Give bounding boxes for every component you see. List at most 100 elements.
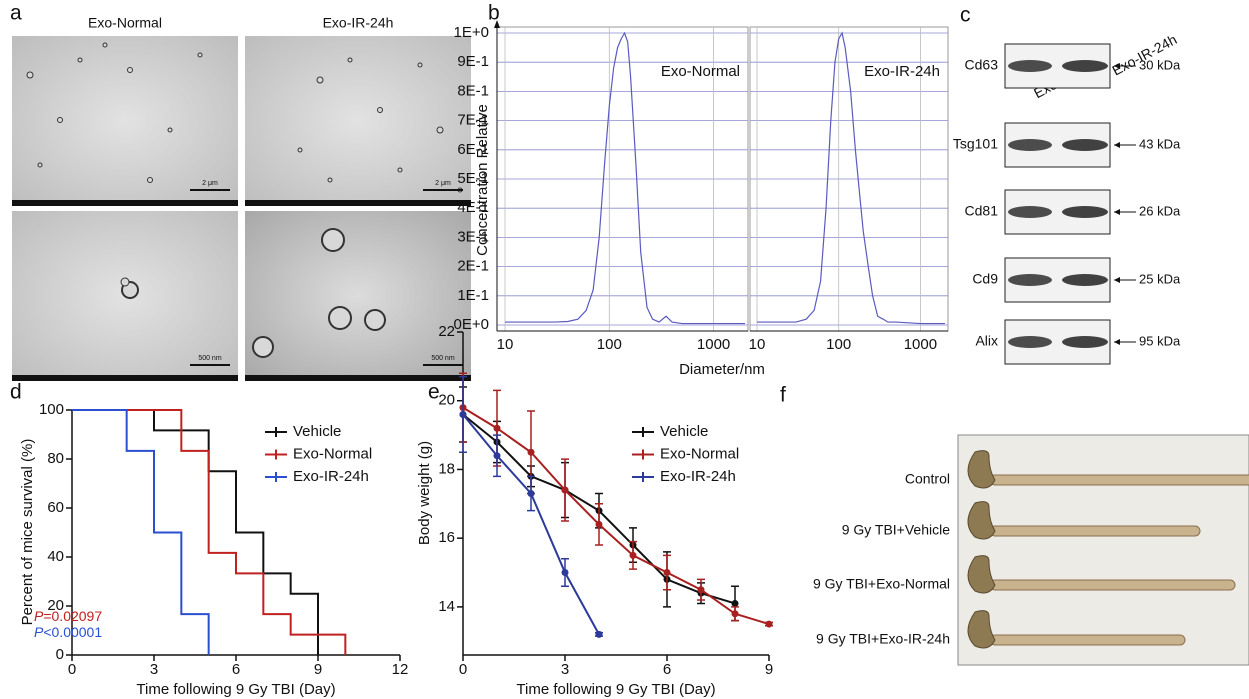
group-label: Control xyxy=(905,471,950,487)
x-tick-label: 6 xyxy=(232,661,240,678)
blot-band xyxy=(1062,139,1108,151)
size-label: 95 kDa xyxy=(1139,333,1181,348)
y-axis-label: Percent of mice survival (%) xyxy=(19,439,36,626)
legend-label: Exo-IR-24h xyxy=(660,468,736,485)
intestine-photo xyxy=(957,434,1249,666)
data-point xyxy=(765,620,773,628)
protein-label: Cd9 xyxy=(972,271,998,287)
group-label: 9 Gy TBI+Vehicle xyxy=(842,522,951,538)
vesicle xyxy=(37,162,43,168)
x-tick-label: 12 xyxy=(392,661,409,678)
data-point xyxy=(527,448,535,456)
vesicle xyxy=(328,306,352,330)
protein-label: Cd63 xyxy=(965,57,999,73)
vesicle xyxy=(147,177,153,183)
annotation: P<0.00001 xyxy=(34,624,102,640)
annotation-text: =0.02097 xyxy=(43,608,102,624)
x-axis-label: Time following 9 Gy TBI (Day) xyxy=(136,681,335,698)
y-tick-label: 5E-1 xyxy=(457,170,489,187)
vesicle xyxy=(197,52,203,58)
x-tick-label: 1000 xyxy=(697,336,730,353)
vesicle xyxy=(436,126,444,134)
survival-curve xyxy=(72,409,347,655)
series-label: Exo-Normal xyxy=(661,63,740,80)
y-tick-label: 22 xyxy=(438,323,455,340)
legend-label: Exo-IR-24h xyxy=(293,468,369,485)
y-tick-label: 80 xyxy=(47,450,64,467)
survival-curve xyxy=(72,409,210,655)
data-point xyxy=(731,599,739,607)
blot-band xyxy=(1008,274,1052,286)
stomach xyxy=(967,501,996,540)
micrograph-title: Exo-IR-24h xyxy=(323,15,394,31)
vesicle xyxy=(57,117,63,123)
chart: 0 20 40 60 80 100 0 3 6 9 12 Percent of mice surviv… xyxy=(19,401,408,698)
y-tick-label: 0 xyxy=(56,646,64,663)
vesicle xyxy=(297,147,303,153)
vesicle xyxy=(252,336,274,358)
x-tick-label: 1000 xyxy=(904,336,937,353)
x-tick-label: 0 xyxy=(459,661,467,678)
scale-bar-label: 500 nm xyxy=(431,355,455,362)
stomach xyxy=(967,555,996,594)
info-strip xyxy=(12,375,238,381)
x-axis-label: Time following 9 Gy TBI (Day) xyxy=(516,681,715,698)
y-tick-label: 9E-1 xyxy=(457,53,489,70)
y-tick-label: 6E-1 xyxy=(457,141,489,158)
x-tick-label: 9 xyxy=(314,661,322,678)
y-tick-label: 18 xyxy=(438,460,455,477)
y-axis-label: Body weight (g) xyxy=(416,441,433,545)
chart: 10 100 1000 Exo-IR-24h xyxy=(749,26,949,353)
legend-label: Vehicle xyxy=(293,423,341,440)
chart: 0E+0 1E-1 2E-1 3E-1 4E-1 5E-1 6E-1 7E-1 8E-1 9E-1… xyxy=(454,20,765,378)
data-point xyxy=(629,551,637,559)
y-tick-label: 0E+0 xyxy=(454,316,489,333)
x-tick-label: 9 xyxy=(765,661,773,678)
scale-bar-label: 500 nm xyxy=(198,355,222,362)
data-point xyxy=(561,569,569,577)
x-tick-label: 6 xyxy=(663,661,671,678)
chart: 14 16 18 20 22 0 3 6 9 Body weight (g) Time follow… xyxy=(416,323,773,698)
scale-bar-label: 2 μm xyxy=(202,180,218,187)
y-tick-label: 3E-1 xyxy=(457,228,489,245)
group-label: 9 Gy TBI+Exo-Normal xyxy=(813,576,950,592)
x-tick-label: 0 xyxy=(68,661,76,678)
y-tick-label: 60 xyxy=(47,499,64,516)
vesicle xyxy=(397,167,403,173)
y-tick-label: 40 xyxy=(47,548,64,565)
size-arrowhead xyxy=(1114,142,1120,148)
y-tick-label: 4E-1 xyxy=(457,199,489,216)
data-point xyxy=(731,610,739,618)
micrograph xyxy=(12,36,238,206)
panel-label: a xyxy=(10,2,22,25)
size-arrowhead xyxy=(1114,63,1120,69)
info-strip xyxy=(245,200,471,206)
y-tick-label: 20 xyxy=(438,392,455,409)
size-arrowhead xyxy=(1114,209,1120,215)
annotation-symbol: P xyxy=(34,608,44,624)
blot-band xyxy=(1062,60,1108,72)
y-tick-label: 1E-1 xyxy=(457,287,489,304)
vesicle xyxy=(417,62,423,68)
annotation-text: <0.00001 xyxy=(43,624,102,640)
vesicle xyxy=(347,57,353,63)
vesicle xyxy=(377,107,383,113)
annotation-symbol: P xyxy=(34,624,44,640)
data-point xyxy=(595,630,603,638)
protein-label: Tsg101 xyxy=(953,136,998,152)
size-arrowhead xyxy=(1114,277,1120,283)
data-point xyxy=(697,586,705,594)
intestine xyxy=(989,579,1236,591)
vesicle xyxy=(102,42,108,48)
size-label: 30 kDa xyxy=(1139,57,1181,72)
data-point xyxy=(527,490,535,497)
micrograph xyxy=(245,36,471,206)
data-point xyxy=(493,452,501,460)
size-arrowhead xyxy=(1114,339,1120,345)
stomach xyxy=(967,610,996,649)
intestine xyxy=(989,474,1249,486)
size-label: 26 kDa xyxy=(1139,203,1181,218)
legend-label: Exo-Normal xyxy=(293,445,372,462)
data-point xyxy=(459,410,467,418)
